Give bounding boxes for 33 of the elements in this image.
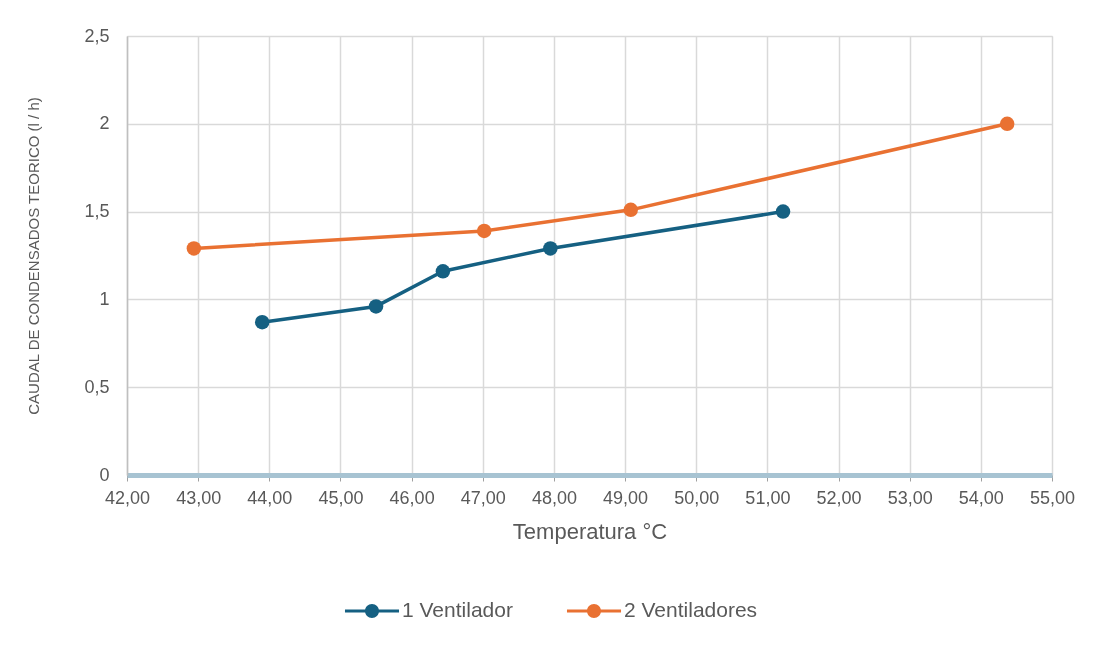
x-tick-label: 46,00 (389, 487, 435, 508)
x-tick-label: 44,00 (247, 487, 293, 508)
point (623, 202, 639, 218)
x-tick-label: 55,00 (1029, 487, 1076, 508)
x-tick-label: 47,00 (460, 487, 506, 508)
y-tick-label: 1 (99, 288, 110, 309)
x-tick-label: 42,00 (104, 487, 151, 508)
x-tick-label: 45,00 (318, 487, 364, 508)
point (186, 241, 202, 256)
x-axis-title: Temperatura °C (512, 518, 668, 544)
x-tick-label: 43,00 (176, 487, 222, 508)
x-tick-label: 49,00 (603, 487, 649, 508)
y-tick-label: 2 (99, 113, 110, 134)
y-tick-label: 0,5 (84, 376, 110, 397)
point (368, 299, 384, 314)
point (775, 204, 791, 219)
x-tick-label: 54,00 (958, 487, 1004, 508)
legend-label: 1 Ventilador (402, 598, 513, 621)
x-tick-label: 51,00 (745, 487, 791, 508)
point (476, 223, 492, 239)
point (435, 264, 451, 279)
point (254, 315, 270, 330)
y-tick-label: 0 (99, 464, 110, 485)
x-tick-label: 53,00 (887, 487, 933, 508)
point (999, 116, 1015, 132)
y-tick-label: 2,5 (84, 25, 110, 46)
x-tick-label: 50,00 (674, 487, 720, 508)
y-tick-label: 1,5 (84, 201, 110, 222)
y-axis-title: CAUDAL DE CONDENSADOS TEORICO (l / h) (25, 97, 43, 415)
legend-label: 2 Ventiladores (624, 598, 758, 621)
x-tick-label: 48,00 (531, 487, 577, 508)
point (543, 241, 558, 256)
x-tick-label: 52,00 (816, 487, 862, 508)
